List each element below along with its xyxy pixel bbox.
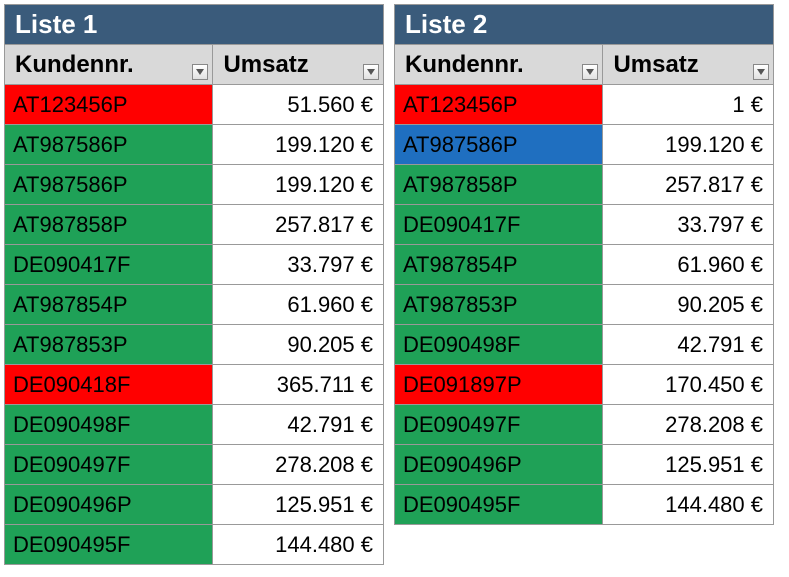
customer-id-cell[interactable]: DE090497F [5,445,213,485]
table-row: AT987853P90.205 € [5,325,384,365]
revenue-cell[interactable]: 125.951 € [603,445,774,485]
table-row: DE090498F42.791 € [395,325,774,365]
revenue-cell[interactable]: 199.120 € [213,165,384,205]
customer-id-cell[interactable]: AT987586P [5,125,213,165]
table-row: DE090496P125.951 € [395,445,774,485]
revenue-cell[interactable]: 199.120 € [603,125,774,165]
customer-id-cell[interactable]: DE090495F [5,525,213,565]
list-title: Liste 1 [5,5,384,45]
table-row: DE090497F278.208 € [5,445,384,485]
column-header-label: Kundennr. [405,51,524,78]
filter-button-kundennr[interactable] [582,64,598,80]
customer-id-cell[interactable]: AT987854P [5,285,213,325]
customer-id-cell[interactable]: AT987858P [5,205,213,245]
revenue-cell[interactable]: 90.205 € [603,285,774,325]
table-row: DE090497F278.208 € [395,405,774,445]
revenue-cell[interactable]: 125.951 € [213,485,384,525]
customer-id-cell[interactable]: AT123456P [5,85,213,125]
customer-id-cell[interactable]: AT987858P [395,165,603,205]
table-row: AT987858P257.817 € [5,205,384,245]
customer-id-cell[interactable]: DE090498F [5,405,213,445]
revenue-cell[interactable]: 278.208 € [603,405,774,445]
customer-id-cell[interactable]: DE090417F [395,205,603,245]
table-row: AT987858P257.817 € [395,165,774,205]
customer-id-cell[interactable]: AT987586P [5,165,213,205]
table-row: DE090495F144.480 € [395,485,774,525]
column-header-label: Umsatz [613,51,698,78]
customer-id-cell[interactable]: AT123456P [395,85,603,125]
customer-id-cell[interactable]: DE090496P [395,445,603,485]
revenue-cell[interactable]: 33.797 € [603,205,774,245]
revenue-cell[interactable]: 90.205 € [213,325,384,365]
column-header-label: Umsatz [223,51,308,78]
column-header-label: Kundennr. [15,51,134,78]
table-row: AT987586P199.120 € [5,125,384,165]
table-row: DE090498F42.791 € [5,405,384,445]
customer-id-cell[interactable]: DE090418F [5,365,213,405]
revenue-cell[interactable]: 42.791 € [213,405,384,445]
revenue-cell[interactable]: 257.817 € [213,205,384,245]
revenue-cell[interactable]: 51.560 € [213,85,384,125]
customer-id-cell[interactable]: DE090417F [5,245,213,285]
revenue-cell[interactable]: 170.450 € [603,365,774,405]
customer-id-cell[interactable]: DE091897P [395,365,603,405]
column-header-umsatz: Umsatz [213,45,384,85]
table-row: DE090417F33.797 € [5,245,384,285]
table-row: AT987586P199.120 € [395,125,774,165]
revenue-cell[interactable]: 61.960 € [213,285,384,325]
table-row: AT123456P1 € [395,85,774,125]
table-row: AT123456P51.560 € [5,85,384,125]
table-row: DE091897P170.450 € [395,365,774,405]
list-table-2: Liste 2 Kundennr. Umsatz AT123456P1 €AT9875… [394,4,774,525]
column-header-kundennr: Kundennr. [5,45,213,85]
filter-button-umsatz[interactable] [363,64,379,80]
table-row: AT987853P90.205 € [395,285,774,325]
table-row: AT987586P199.120 € [5,165,384,205]
table-row: AT987854P61.960 € [395,245,774,285]
column-header-kundennr: Kundennr. [395,45,603,85]
table-row: AT987854P61.960 € [5,285,384,325]
revenue-cell[interactable]: 42.791 € [603,325,774,365]
revenue-cell[interactable]: 199.120 € [213,125,384,165]
revenue-cell[interactable]: 144.480 € [213,525,384,565]
revenue-cell[interactable]: 278.208 € [213,445,384,485]
revenue-cell[interactable]: 61.960 € [603,245,774,285]
table-row: DE090495F144.480 € [5,525,384,565]
customer-id-cell[interactable]: DE090497F [395,405,603,445]
column-header-umsatz: Umsatz [603,45,774,85]
customer-id-cell[interactable]: DE090496P [5,485,213,525]
table-row: DE090496P125.951 € [5,485,384,525]
customer-id-cell[interactable]: DE090498F [395,325,603,365]
customer-id-cell[interactable]: AT987854P [395,245,603,285]
customer-id-cell[interactable]: DE090495F [395,485,603,525]
tables-container: Liste 1Kundennr.UmsatzAT123456P51.560 €A… [4,4,785,565]
revenue-cell[interactable]: 257.817 € [603,165,774,205]
table-row: DE090417F33.797 € [395,205,774,245]
table-row: DE090418F365.711 € [5,365,384,405]
customer-id-cell[interactable]: AT987853P [5,325,213,365]
revenue-cell[interactable]: 365.711 € [213,365,384,405]
customer-id-cell[interactable]: AT987853P [395,285,603,325]
list-table-1: Liste 1Kundennr.UmsatzAT123456P51.560 €A… [4,4,384,565]
list-title: Liste 2 [395,5,774,45]
customer-id-cell[interactable]: AT987586P [395,125,603,165]
revenue-cell[interactable]: 33.797 € [213,245,384,285]
filter-button-kundennr[interactable] [192,64,208,80]
revenue-cell[interactable]: 144.480 € [603,485,774,525]
filter-button-umsatz[interactable] [753,64,769,80]
revenue-cell[interactable]: 1 € [603,85,774,125]
